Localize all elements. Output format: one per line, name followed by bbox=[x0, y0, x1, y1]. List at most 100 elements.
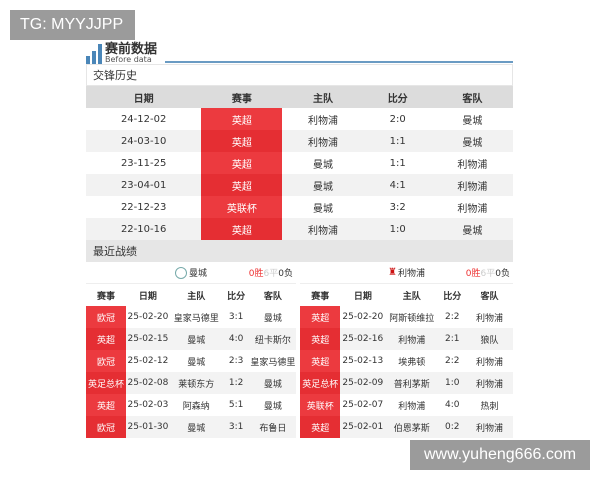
table-cell: 2:2 bbox=[445, 356, 460, 366]
recent-title: 最近战绩 bbox=[86, 240, 513, 262]
table-cell: 莱顿东方 bbox=[169, 372, 223, 394]
recent-table: 赛事 日期 主队 比分 客队 欧冠 25-02-20 皇家马德里 3:1 曼城 英超 25-02-15… bbox=[86, 284, 296, 438]
column-header: 客队 bbox=[249, 284, 296, 306]
table-cell: 25-02-03 bbox=[127, 400, 169, 410]
team-record: 0胜6平0负 bbox=[466, 266, 510, 279]
table-cell: 24-12-02 bbox=[120, 113, 167, 125]
table-cell: 4:0 bbox=[445, 400, 460, 410]
table-cell: 1:0 bbox=[438, 372, 467, 394]
table-cell: 利物浦 bbox=[307, 115, 338, 127]
table-cell: 利物浦 bbox=[385, 328, 439, 350]
team-name: 利物浦 bbox=[397, 269, 425, 279]
column-header: 赛事 bbox=[86, 284, 126, 306]
column-header: 日期 bbox=[125, 284, 170, 306]
table-cell: 25-02-15 bbox=[125, 328, 170, 350]
table-cell: 利物浦 bbox=[282, 218, 364, 240]
event-cell: 欧冠 bbox=[86, 350, 126, 372]
column-header: 主队 bbox=[169, 284, 223, 306]
event-cell: 英超 bbox=[201, 108, 283, 130]
table-cell: 狼队 bbox=[466, 328, 513, 350]
table-cell: 25-02-20 bbox=[342, 312, 384, 322]
table-cell: 2:1 bbox=[438, 328, 467, 350]
table-row: 22-12-23 英联杯 曼城 3:2 利物浦 bbox=[86, 196, 513, 218]
wins: 0胜 bbox=[465, 269, 481, 279]
h2h-table: 日期 赛事 主队 比分 客队 24-12-02 英超 利物浦 2:0 曼城 24-03-10 英超利… bbox=[86, 86, 513, 240]
event-cell: 英超 bbox=[201, 152, 283, 174]
table-cell: 伯恩茅斯 bbox=[385, 416, 439, 438]
event-cell: 英超 bbox=[300, 306, 341, 328]
table-row: 英超 25-02-20 阿斯顿维拉 2:2 利物浦 bbox=[300, 306, 513, 328]
table-cell: 利物浦 bbox=[476, 313, 504, 324]
table-cell: 利物浦 bbox=[431, 174, 513, 196]
table-cell: 2:2 bbox=[445, 312, 460, 322]
table-row: 24-12-02 英超 利物浦 2:0 曼城 bbox=[86, 108, 513, 130]
table-cell: 25-02-09 bbox=[340, 372, 386, 394]
event-cell: 英足总杯 bbox=[86, 372, 126, 394]
table-cell: 曼城 bbox=[249, 372, 296, 394]
table-cell: 曼城 bbox=[169, 416, 223, 438]
table-cell: 热刺 bbox=[480, 401, 499, 412]
table-cell: 皇家马德里 bbox=[173, 313, 219, 324]
column-header: 比分 bbox=[438, 284, 467, 306]
event-cell: 英超 bbox=[300, 350, 341, 372]
team-record: 0胜6平0负 bbox=[249, 266, 293, 279]
table-cell: 25-02-16 bbox=[340, 328, 386, 350]
team-name: 曼城 bbox=[188, 269, 207, 279]
event-cell: 英超 bbox=[86, 394, 126, 416]
table-cell: 25-02-08 bbox=[125, 372, 170, 394]
table-cell: 23-04-01 bbox=[86, 174, 202, 196]
event-cell: 英联杯 bbox=[300, 394, 341, 416]
column-header: 赛事 bbox=[201, 86, 283, 108]
table-row: 英足总杯 25-02-08 莱顿东方 1:2 曼城 bbox=[86, 372, 296, 394]
table-row: 英联杯 25-02-07 利物浦 4:0 热刺 bbox=[300, 394, 513, 416]
recent-liverpool: ♜ 利物浦 0胜6平0负 赛事 日期 主队 比分 客队 英超 25-02-20 阿斯顿维拉 2:2 利物… bbox=[300, 262, 513, 438]
column-header: 日期 bbox=[340, 284, 386, 306]
table-cell: 曼城 bbox=[312, 203, 333, 215]
table-cell: 5:1 bbox=[228, 400, 244, 410]
table-cell: 24-03-10 bbox=[86, 130, 202, 152]
liverpool-crest-icon: ♜ bbox=[387, 266, 397, 278]
draws: 6平 bbox=[263, 269, 279, 279]
table-cell: 利物浦 bbox=[282, 130, 364, 152]
table-cell: 25-02-07 bbox=[342, 400, 384, 410]
recent-man-city: 曼城 0胜6平0负 赛事 日期 主队 比分 客队 欧冠 25-02-20 皇家马德里 3:1 曼城 英超… bbox=[86, 262, 296, 438]
data-panel: 交锋历史 日期 赛事 主队 比分 客队 24-12-02 英超 利物浦 2:0 曼城 24-03-… bbox=[86, 64, 513, 438]
column-header: 比分 bbox=[363, 86, 432, 108]
table-cell: 利物浦 bbox=[476, 357, 504, 368]
table-cell: 2:0 bbox=[389, 113, 406, 125]
table-cell: 25-02-01 bbox=[340, 416, 386, 438]
table-row: 欧冠 25-01-30 曼城 3:1 布鲁日 bbox=[86, 416, 296, 438]
table-row: 欧冠 25-02-12 曼城 2:3 皇家马德里 bbox=[86, 350, 296, 372]
table-cell: 0:2 bbox=[438, 416, 467, 438]
event-cell: 英联杯 bbox=[201, 196, 283, 218]
table-cell: 4:1 bbox=[363, 174, 432, 196]
h2h-title: 交锋历史 bbox=[86, 64, 513, 86]
table-cell: 曼城 bbox=[263, 401, 282, 412]
table-cell: 利物浦 bbox=[466, 372, 513, 394]
header-logo: 赛前数据 Before data bbox=[86, 40, 157, 64]
table-row: 23-11-25 英超 曼城 1:1 利物浦 bbox=[86, 152, 513, 174]
column-header: 比分 bbox=[222, 284, 250, 306]
table-row: 英超 25-02-16 利物浦 2:1 狼队 bbox=[300, 328, 513, 350]
column-header: 客队 bbox=[466, 284, 513, 306]
table-cell: 25-02-20 bbox=[127, 312, 169, 322]
table-cell: 埃弗顿 bbox=[398, 357, 426, 368]
event-cell: 英超 bbox=[201, 218, 283, 240]
table-row: 24-03-10 英超 利物浦 1:1 曼城 bbox=[86, 130, 513, 152]
losses: 0负 bbox=[278, 269, 293, 279]
column-header: 日期 bbox=[86, 86, 202, 108]
table-cell: 纽卡斯尔 bbox=[249, 328, 296, 350]
table-cell: 1:0 bbox=[363, 218, 432, 240]
event-cell: 英超 bbox=[201, 174, 283, 196]
column-header: 主队 bbox=[282, 86, 364, 108]
watermark-tg: TG: MYYJJPP bbox=[10, 10, 135, 40]
table-row: 英超 25-02-13 埃弗顿 2:2 利物浦 bbox=[300, 350, 513, 372]
draws: 6平 bbox=[480, 269, 496, 279]
table-cell: 3:1 bbox=[222, 416, 250, 438]
table-cell: 普利茅斯 bbox=[385, 372, 439, 394]
table-cell: 22-10-16 bbox=[86, 218, 202, 240]
event-cell: 英足总杯 bbox=[300, 372, 341, 394]
table-cell: 阿森纳 bbox=[182, 401, 210, 412]
table-row: 欧冠 25-02-20 皇家马德里 3:1 曼城 bbox=[86, 306, 296, 328]
losses: 0负 bbox=[495, 269, 510, 279]
